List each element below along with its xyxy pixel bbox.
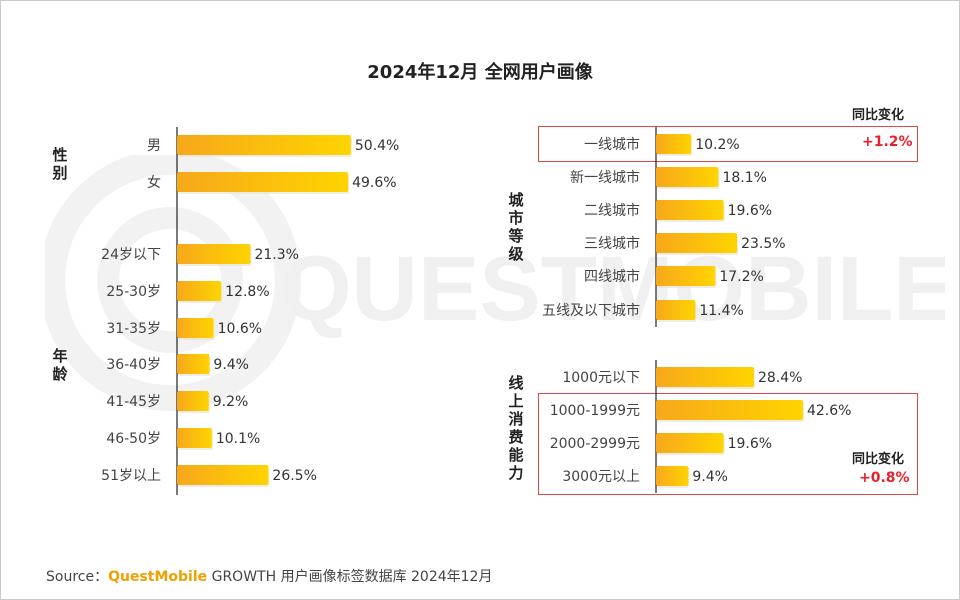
bar <box>177 135 351 155</box>
highlight-box-consumption <box>538 393 918 495</box>
group-label-city: 城市等级 <box>508 191 524 263</box>
value-label: 17.2% <box>719 269 763 285</box>
value-label: 12.8% <box>225 284 269 300</box>
bar <box>177 428 212 448</box>
bar <box>656 400 803 420</box>
value-label: 9.4% <box>692 469 728 485</box>
source-brand: QuestMobile <box>108 569 208 585</box>
value-label: 28.4% <box>758 370 802 386</box>
category-label: 一线城市 <box>584 136 640 153</box>
group-label-consumption: 线上消费能力 <box>508 374 524 482</box>
category-label: 36-40岁 <box>106 357 161 373</box>
bar <box>656 167 719 187</box>
source-note: Source：QuestMobile GROWTH 用户画像标签数据库 2024… <box>46 566 492 586</box>
bar <box>656 200 724 220</box>
category-label: 2000-2999元 <box>550 436 640 452</box>
bar <box>177 281 222 301</box>
value-label: 49.6% <box>352 175 396 191</box>
source-prefix: Source： <box>46 569 109 585</box>
value-label: 21.3% <box>254 247 298 263</box>
category-label: 二线城市 <box>584 202 640 219</box>
yoy-value-consumption: +0.8% <box>859 470 910 486</box>
bar <box>656 134 692 154</box>
value-label: 9.2% <box>213 394 249 410</box>
bar <box>656 433 724 453</box>
value-label: 11.4% <box>699 303 743 319</box>
category-label: 51岁以上 <box>101 468 161 484</box>
group-label-age: 年龄 <box>52 347 68 383</box>
value-label: 10.2% <box>695 137 739 153</box>
source-rest: GROWTH 用户画像标签数据库 2024年12月 <box>207 569 493 585</box>
category-label: 男 <box>147 138 161 154</box>
highlight-box-city <box>538 126 918 162</box>
category-label: 五线及以下城市 <box>542 302 640 319</box>
bar <box>656 266 716 286</box>
bar <box>177 354 210 374</box>
bar <box>656 300 696 320</box>
yoy-value-city: +1.2% <box>862 134 913 150</box>
bar <box>656 233 738 253</box>
watermark-logo: QUESTMOBILE <box>45 155 945 411</box>
category-label: 24岁以下 <box>101 247 161 263</box>
category-label: 女 <box>147 174 161 191</box>
value-label: 9.4% <box>213 357 249 373</box>
category-label: 41-45岁 <box>106 394 161 410</box>
value-label: 10.6% <box>218 321 262 337</box>
category-label: 三线城市 <box>584 235 640 252</box>
value-label: 19.6% <box>728 203 772 219</box>
bar <box>177 244 251 264</box>
category-label: 31-35岁 <box>106 321 161 337</box>
category-label: 1000元以下 <box>562 370 640 386</box>
value-label: 50.4% <box>355 138 399 154</box>
category-label: 3000元以上 <box>562 469 640 485</box>
watermark-text: QUESTMOBILE <box>280 238 945 340</box>
bar <box>656 367 754 387</box>
value-label: 19.6% <box>728 436 772 452</box>
category-label: 新一线城市 <box>570 169 640 186</box>
value-label: 23.5% <box>741 236 785 252</box>
category-label: 46-50岁 <box>106 431 161 447</box>
value-label: 10.1% <box>216 431 260 447</box>
yoy-label-city: 同比变化 <box>852 108 905 123</box>
group-label-gender: 性别 <box>52 146 68 182</box>
value-label: 42.6% <box>807 403 851 419</box>
value-label: 26.5% <box>272 468 316 484</box>
bar <box>177 391 209 411</box>
category-label: 1000-1999元 <box>550 403 640 419</box>
value-label: 18.1% <box>722 170 766 186</box>
yoy-label-consumption: 同比变化 <box>852 452 905 467</box>
category-label: 四线城市 <box>584 268 640 285</box>
bar <box>656 466 689 486</box>
bar <box>177 465 269 485</box>
category-label: 25-30岁 <box>106 284 161 300</box>
bar <box>177 172 349 192</box>
chart-title: 2024年12月 全网用户画像 <box>367 62 593 83</box>
bar <box>177 318 214 338</box>
